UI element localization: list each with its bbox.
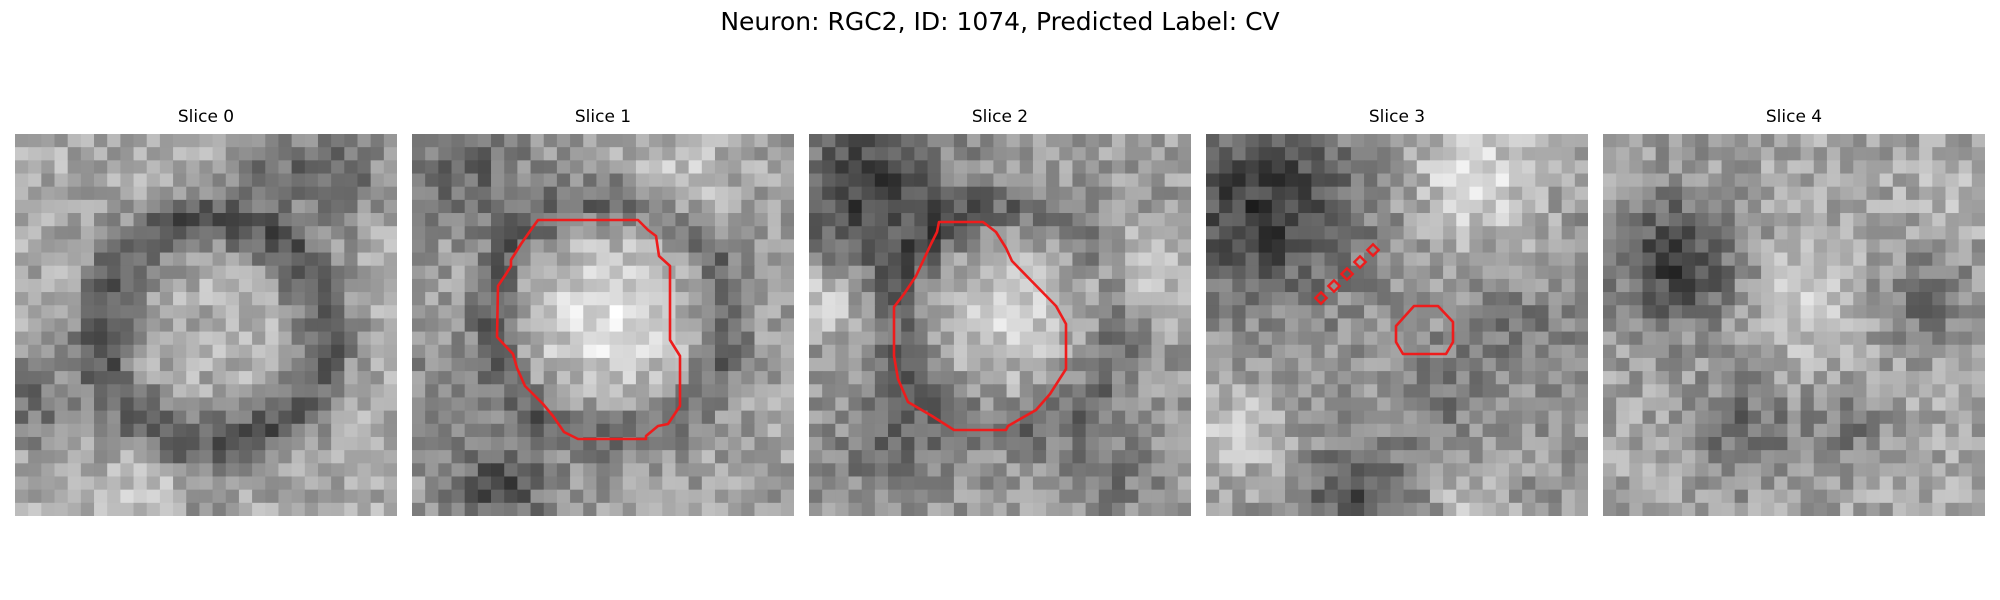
figure-title: Neuron: RGC2, ID: 1074, Predicted Label:… — [720, 7, 1280, 36]
slice-panel-1: Slice 1 — [412, 106, 794, 516]
contour-fragment-marker — [1313, 290, 1329, 306]
slice-image — [809, 134, 1191, 516]
contour-fragment-marker — [1352, 254, 1368, 270]
contour-fragment-marker — [1326, 278, 1342, 294]
slice-title: Slice 1 — [574, 107, 632, 127]
slice-image — [1603, 134, 1985, 516]
slice-title: Slice 0 — [177, 107, 235, 127]
slice-image — [1206, 134, 1588, 516]
slice-panel-3: Slice 3 — [1206, 106, 1588, 516]
slice-title: Slice 3 — [1368, 107, 1426, 127]
cell-contour — [495, 218, 682, 441]
slice-image — [15, 134, 397, 516]
slice-panel-0: Slice 0 — [15, 106, 397, 516]
slice-panel-4: Slice 4 — [1603, 106, 1985, 516]
contour-fragment-marker — [1339, 266, 1355, 282]
cell-contour — [892, 220, 1068, 432]
cell-contour — [1394, 304, 1455, 356]
slice-title: Slice 2 — [971, 107, 1029, 127]
slice-image — [412, 134, 794, 516]
slice-title: Slice 4 — [1765, 107, 1823, 127]
contour-fragment-marker — [1365, 242, 1381, 258]
slice-panel-2: Slice 2 — [809, 106, 1191, 516]
